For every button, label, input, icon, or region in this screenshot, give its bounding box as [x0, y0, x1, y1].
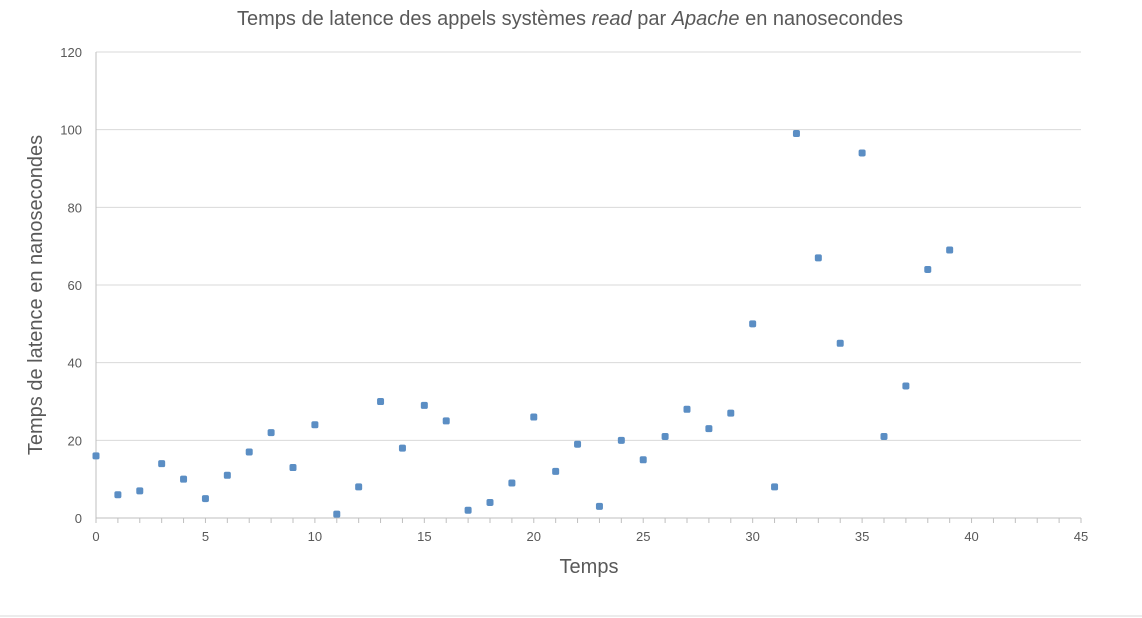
data-point: [749, 320, 757, 328]
data-point: [946, 246, 954, 254]
data-point: [464, 506, 472, 514]
x-tick-label: 20: [527, 529, 541, 544]
chart-title-part: Temps de latence des appels systèmes: [237, 8, 592, 30]
data-point: [508, 479, 516, 487]
x-tick-label: 40: [964, 529, 978, 544]
data-point: [245, 448, 253, 456]
data-point: [705, 425, 713, 433]
x-tick-label: 5: [202, 529, 209, 544]
y-tick-label: 120: [60, 45, 82, 60]
y-tick-label: 0: [75, 511, 82, 526]
data-point: [201, 495, 209, 503]
x-tick-label: 15: [417, 529, 431, 544]
chart-title-part: Apache: [671, 8, 740, 30]
data-point: [858, 149, 866, 157]
x-axis-title: Temps: [560, 556, 619, 578]
y-axis-title: Temps de latence en nanosecondes: [25, 135, 47, 455]
data-point: [771, 483, 779, 491]
x-tick-label: 0: [92, 529, 99, 544]
data-point: [442, 417, 450, 425]
data-point: [180, 475, 188, 483]
data-point: [420, 401, 428, 409]
data-point: [683, 405, 691, 413]
data-point: [727, 409, 735, 417]
x-tick-label: 45: [1074, 529, 1088, 544]
data-point: [595, 502, 603, 510]
y-tick-label: 80: [68, 200, 82, 215]
chart-title: Temps de latence des appels systèmes rea…: [237, 8, 903, 30]
data-point: [836, 339, 844, 347]
x-tick-label: 35: [855, 529, 869, 544]
data-point: [924, 265, 932, 273]
x-tick-label: 30: [745, 529, 759, 544]
data-point: [114, 491, 122, 499]
data-point: [552, 467, 560, 475]
data-point: [136, 487, 144, 495]
y-tick-labels: 0 20 40 60 80 100 120: [60, 45, 82, 526]
chart-title-part: par: [632, 8, 672, 30]
data-point: [158, 460, 166, 468]
chart-title-part: read: [592, 8, 633, 30]
data-point: [267, 429, 275, 437]
x-tick-label: 10: [308, 529, 322, 544]
data-point: [333, 510, 341, 518]
x-tick-label: 25: [636, 529, 650, 544]
data-point: [530, 413, 538, 421]
gridlines: [96, 51, 1081, 441]
data-points: [92, 130, 954, 518]
x-tick-labels: 0 5 10 15 20 25 30 35 40 45: [92, 529, 1088, 544]
data-point: [880, 432, 888, 440]
data-point: [617, 436, 625, 444]
data-point: [792, 130, 800, 138]
axes: [95, 52, 1082, 523]
data-point: [814, 254, 822, 262]
data-point: [223, 471, 231, 479]
data-point: [639, 456, 647, 464]
chart-title-part: en nanosecondes: [740, 8, 903, 30]
data-point: [289, 464, 297, 472]
data-point: [486, 498, 494, 506]
y-tick-label: 100: [60, 123, 82, 138]
data-point: [92, 452, 100, 460]
data-point: [311, 421, 319, 429]
data-point: [902, 382, 910, 390]
data-point: [377, 398, 385, 405]
data-point: [574, 440, 582, 448]
y-tick-label: 40: [68, 356, 82, 371]
data-point: [661, 432, 669, 440]
data-point: [398, 444, 406, 452]
data-point: [355, 483, 363, 491]
y-tick-label: 60: [68, 278, 82, 293]
y-tick-label: 20: [68, 433, 82, 448]
